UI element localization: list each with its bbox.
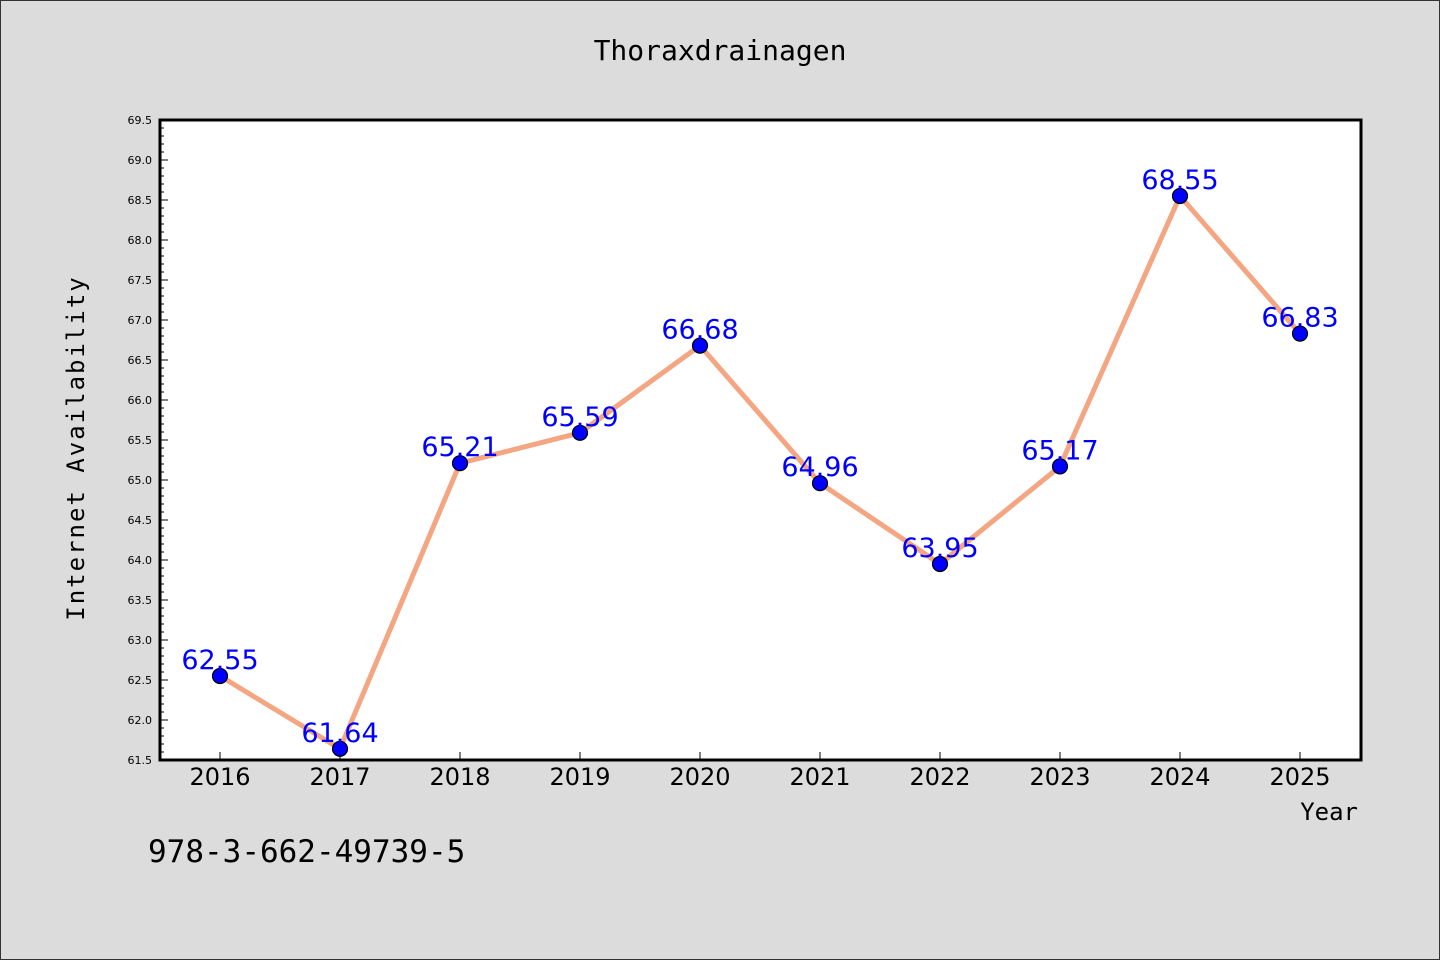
- isbn-footer: 978-3-662-49739-5: [148, 834, 466, 870]
- series-layer: [211, 187, 1309, 757]
- y-tick-label: 62.5: [128, 674, 153, 687]
- data-label: 66.83: [1261, 303, 1338, 334]
- y-axis-ticks: 61.5 62.0 62.5 63.0 63.5 64.0 64.5 65.0 65.5 66.0…: [128, 114, 168, 767]
- data-point: [931, 555, 949, 573]
- y-tick-label: 61.5: [128, 754, 153, 767]
- y-tick-label: 67.5: [128, 274, 153, 287]
- x-tick-label: 2016: [189, 763, 250, 791]
- data-labels-layer: 62.55 61.64 65.21 65.59 66.68 64.96 63.95 65.17…: [181, 165, 1338, 749]
- y-tick-label: 65.0: [128, 474, 153, 487]
- data-label: 68.55: [1141, 165, 1218, 196]
- y-tick-label: 66.0: [128, 394, 153, 407]
- data-label: 66.68: [661, 315, 738, 346]
- x-tick-label: 2017: [309, 763, 370, 791]
- y-tick-label: 65.5: [128, 434, 153, 447]
- data-label: 62.55: [181, 645, 258, 676]
- data-point: [331, 740, 349, 757]
- plot-area: [160, 120, 1361, 760]
- plot-border: [158, 118, 1363, 762]
- y-tick-label: 64.5: [128, 514, 153, 527]
- data-point: [811, 475, 829, 492]
- y-tick-label: 69.0: [128, 154, 153, 167]
- y-axis-label: Internet Availability: [62, 275, 90, 620]
- y-tick-label: 62.0: [128, 714, 153, 727]
- x-tick-label: 2022: [909, 763, 970, 791]
- data-label: 65.17: [1021, 435, 1098, 466]
- x-tick-label: 2024: [1149, 763, 1210, 791]
- data-label: 61.64: [301, 718, 378, 749]
- data-label: 65.59: [541, 402, 618, 433]
- data-label: 65.21: [421, 432, 498, 463]
- x-tick-label: 2019: [549, 763, 610, 791]
- x-tick-label: 2023: [1029, 763, 1090, 791]
- y-tick-label: 66.5: [128, 354, 153, 367]
- x-tick-label: 2018: [429, 763, 490, 791]
- data-point: [1291, 325, 1309, 342]
- data-label: 63.95: [901, 533, 978, 564]
- y-tick-label: 68.5: [128, 194, 153, 207]
- y-tick-label: 64.0: [128, 554, 153, 567]
- y-tick-label: 68.0: [128, 234, 153, 247]
- data-label: 64.96: [781, 452, 858, 483]
- data-point: [451, 455, 469, 472]
- chart-title: Thoraxdrainagen: [593, 34, 847, 67]
- y-tick-label: 69.5: [128, 114, 153, 127]
- data-point: [211, 667, 229, 685]
- x-tick-label: 2020: [669, 763, 730, 791]
- x-axis-label: Year: [1300, 798, 1358, 826]
- data-point: [1051, 458, 1069, 475]
- y-tick-label: 67.0: [128, 314, 153, 327]
- y-tick-label: 63.0: [128, 634, 153, 647]
- data-point: [1171, 187, 1189, 205]
- data-point: [571, 424, 589, 441]
- x-tick-label: 2025: [1269, 763, 1330, 791]
- x-axis-ticks: 2016 2017 2018 2019 2020 2021 2022 2023 2024 2025: [189, 752, 1331, 791]
- x-tick-label: 2021: [789, 763, 850, 791]
- series-line: [218, 193, 1302, 752]
- data-point: [691, 337, 709, 354]
- y-tick-label: 63.5: [128, 594, 153, 607]
